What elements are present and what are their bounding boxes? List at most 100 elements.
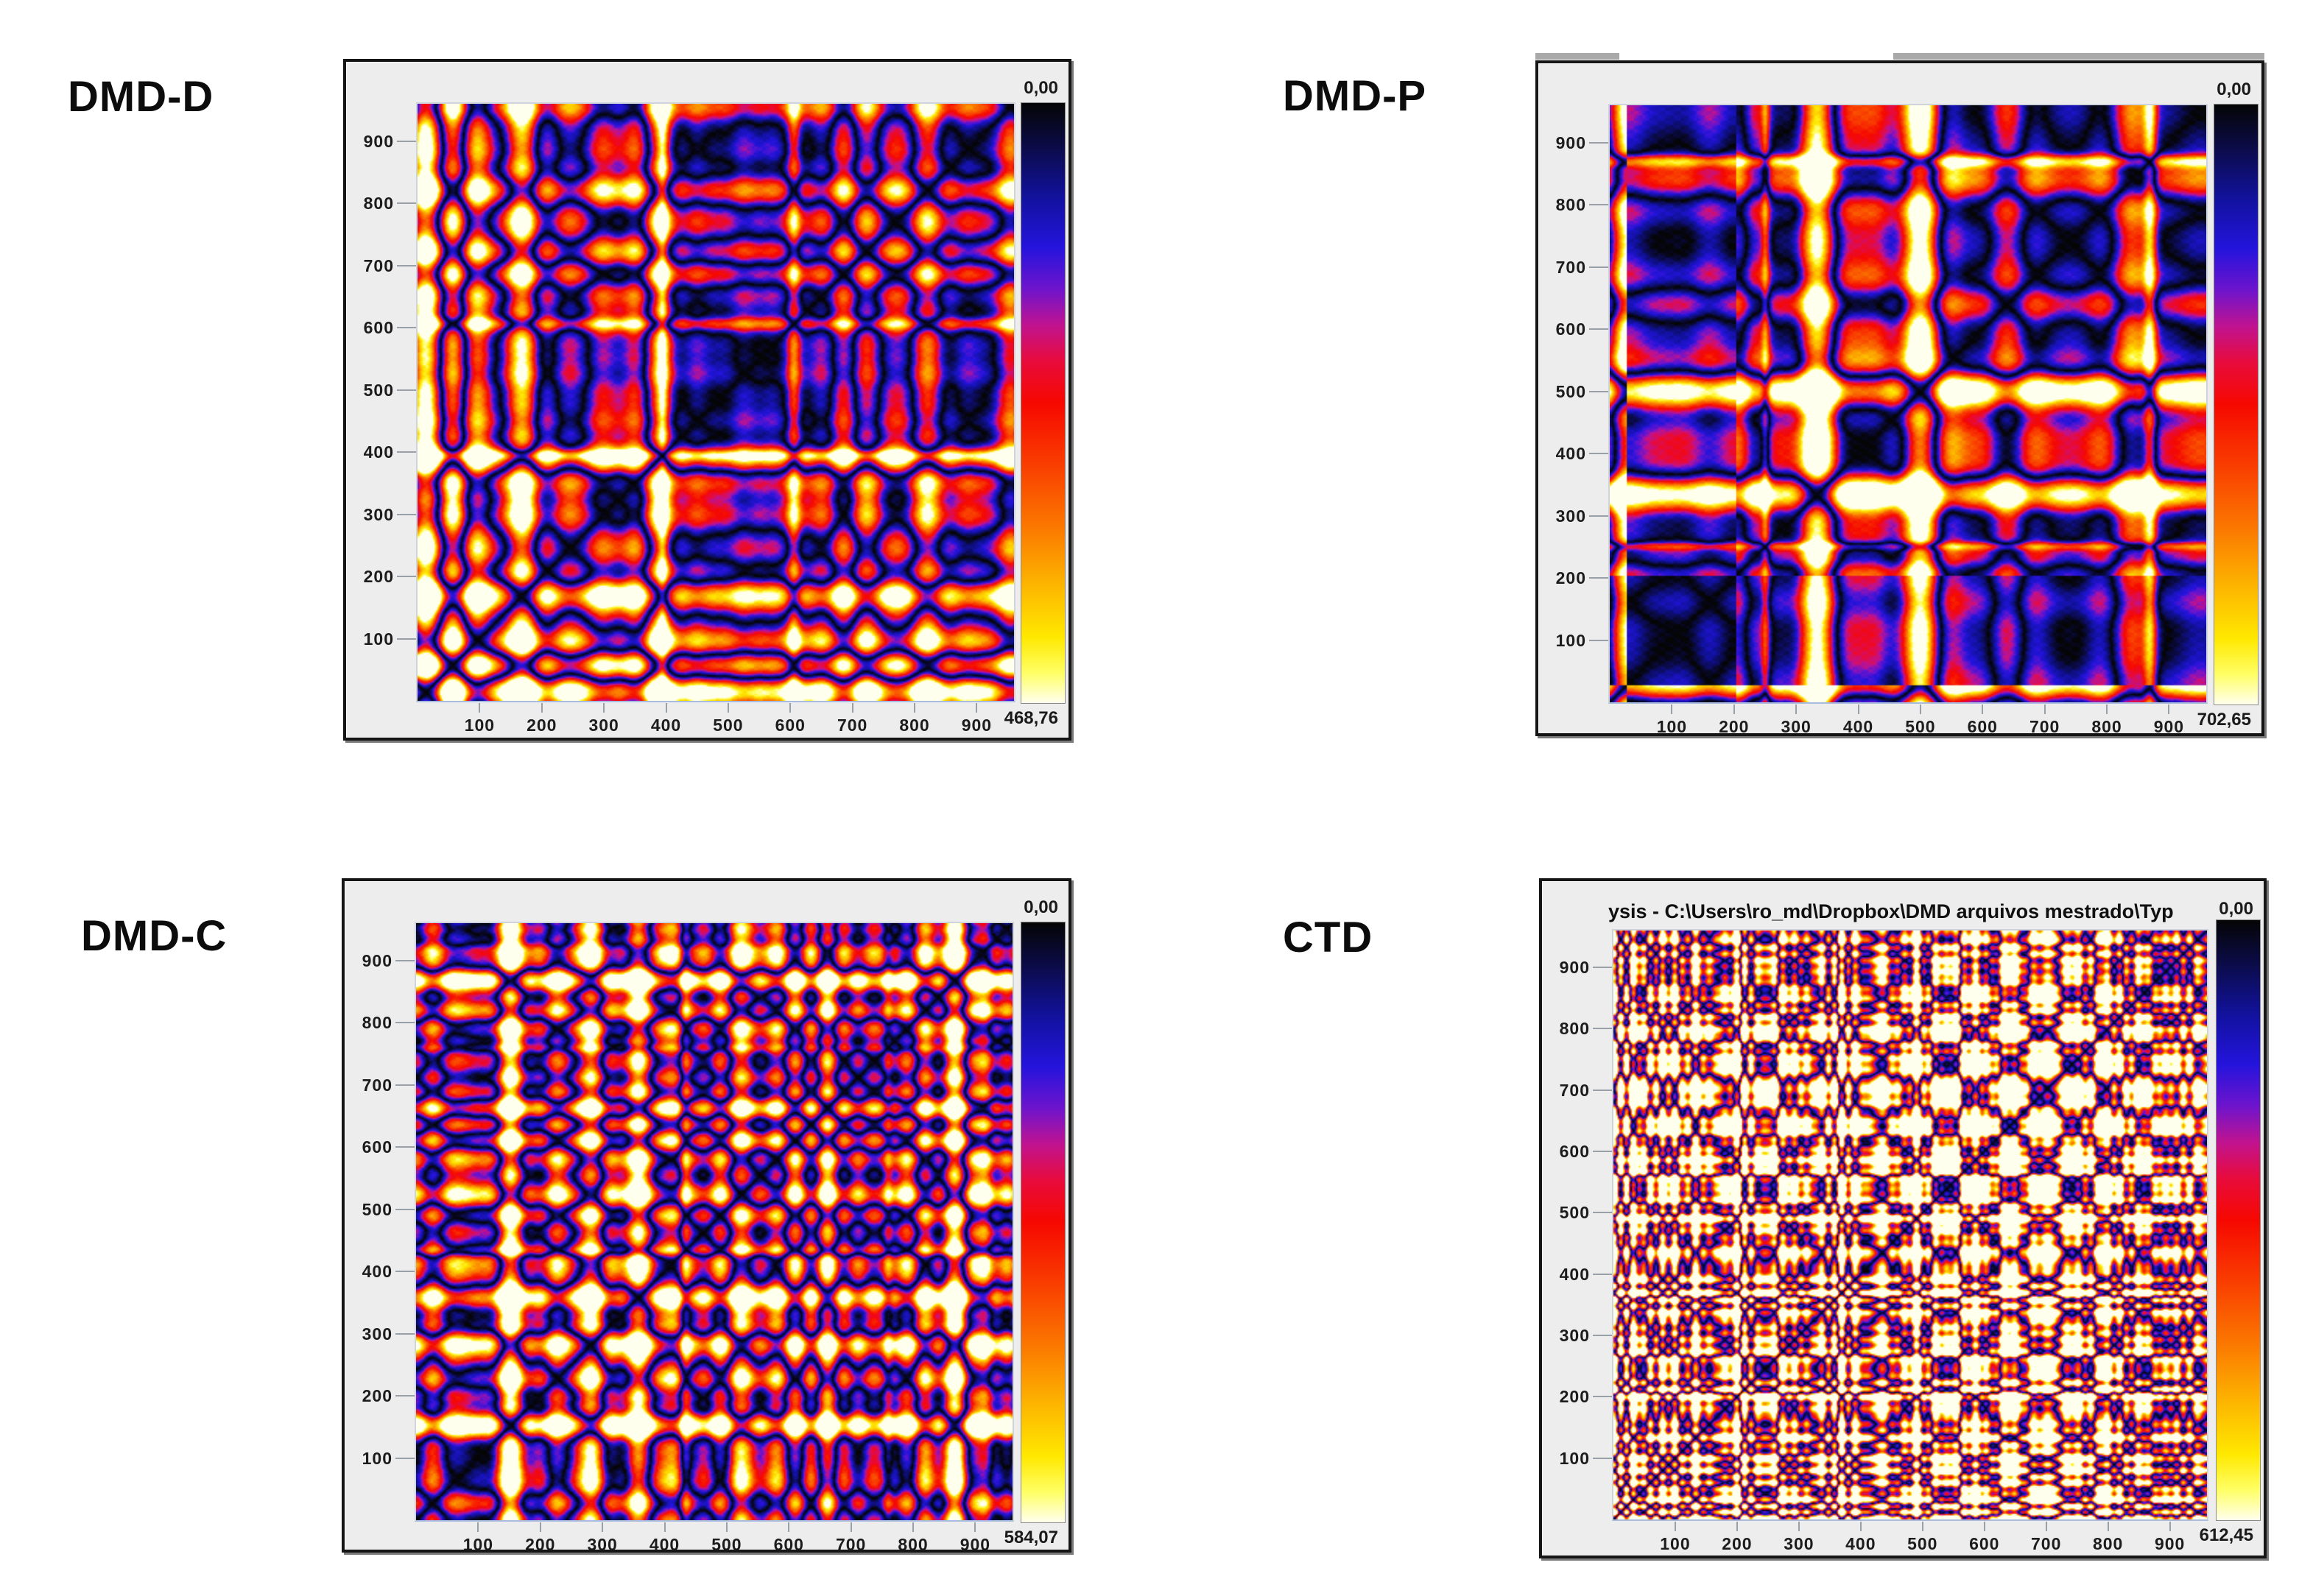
y-axis-tick-label: 100 (363, 629, 394, 649)
x-axis-tick-mark (665, 703, 667, 713)
y-axis-tick-mark (1593, 1396, 1612, 1398)
y-axis-tick-label: 400 (363, 442, 394, 462)
x-axis-tick-label: 300 (587, 1535, 618, 1554)
x-axis-tick-label: 500 (711, 1535, 742, 1554)
x-axis-tick-mark (727, 703, 729, 713)
y-axis-tick-mark (397, 264, 416, 266)
y-axis-tick-mark (395, 1084, 415, 1086)
x-axis-tick-mark (1795, 705, 1798, 714)
x-axis-tick-mark (2045, 1522, 2047, 1531)
y-axis-tick-mark (397, 202, 416, 205)
x-axis-tick-mark (1859, 1522, 1862, 1531)
x-axis-tick-label: 100 (464, 716, 496, 735)
colorbar-max-label: 702,65 (2197, 710, 2251, 730)
y-axis-tick-label: 700 (1555, 257, 1586, 277)
x-axis-tick-mark (2043, 705, 2046, 714)
x-axis-tick-label: 900 (2153, 717, 2185, 736)
x-axis-tick-label: 400 (1845, 1534, 1876, 1553)
y-axis-tick-label: 200 (363, 567, 394, 587)
x-axis-tick-label: 900 (2154, 1534, 2186, 1553)
y-axis-tick-mark (1593, 1151, 1612, 1152)
y-axis-tick-mark (1593, 1212, 1612, 1214)
y-axis-tick-mark (1589, 141, 1608, 144)
panel-title-dmd-p: DMD-P (1283, 72, 1427, 120)
x-axis-tick-mark (850, 1522, 852, 1532)
window-edge-strip (1893, 53, 2264, 60)
y-axis-tick-mark (1589, 577, 1608, 579)
y-axis-tick-label: 300 (1555, 506, 1586, 526)
y-axis-tick-mark (397, 389, 416, 391)
x-axis-tick-mark (976, 703, 978, 713)
x-axis-tick-mark (1921, 1522, 1923, 1531)
x-axis-tick-label: 900 (961, 716, 993, 735)
y-axis-tick-label: 700 (363, 255, 394, 275)
colorbar (2216, 919, 2261, 1521)
y-axis-tick-label: 900 (362, 950, 392, 970)
colorbar-min-label: 0,00 (1024, 897, 1058, 917)
y-axis-tick-mark (1593, 1335, 1612, 1336)
heatmap-canvas (1610, 105, 2206, 702)
x-axis-tick-label: 600 (1967, 717, 1998, 736)
colorbar-min-label: 0,00 (1024, 78, 1058, 98)
x-axis-tick-label: 900 (960, 1535, 991, 1554)
y-axis-tick-label: 800 (363, 194, 394, 213)
heatmap-canvas (1613, 931, 2207, 1519)
y-axis-tick-label: 200 (1559, 1387, 1590, 1407)
x-axis-tick-label: 400 (650, 716, 682, 735)
x-axis-tick-label: 700 (837, 716, 868, 735)
y-axis-tick-label: 500 (362, 1199, 392, 1219)
heatmap-plot-area (415, 922, 1014, 1522)
x-axis-tick-label: 700 (2031, 1534, 2062, 1553)
y-axis-tick-mark (1589, 453, 1608, 455)
x-axis-tick-label: 600 (773, 1535, 804, 1554)
panel-title-ctd: CTD (1283, 914, 1373, 961)
y-axis-tick-label: 600 (362, 1137, 392, 1157)
y-axis-tick-mark (1593, 1089, 1612, 1091)
y-axis-tick-label: 100 (362, 1448, 392, 1468)
colorbar (1021, 922, 1066, 1523)
y-axis-tick-mark (397, 327, 416, 329)
x-axis-tick-label: 100 (1660, 1534, 1691, 1553)
y-axis-tick-label: 400 (362, 1262, 392, 1282)
y-axis-tick-label: 900 (1555, 133, 1586, 152)
x-axis-tick-mark (1919, 705, 1921, 714)
x-axis-tick-label: 600 (775, 716, 806, 735)
x-axis-tick-mark (2106, 705, 2108, 714)
x-axis-tick-label: 300 (588, 716, 619, 735)
y-axis-tick-mark (397, 576, 416, 578)
x-axis-tick-mark (2169, 1522, 2171, 1531)
y-axis-tick-mark (1589, 266, 1608, 268)
y-axis-tick-mark (395, 959, 415, 961)
x-axis-tick-label: 200 (1719, 717, 1750, 736)
x-axis-tick-mark (851, 703, 853, 713)
window-title-text: ysis - C:\Users\ro_md\Dropbox\DMD arquiv… (1608, 900, 2174, 922)
heatmap-plot-area (1612, 929, 2208, 1521)
y-axis-tick-mark (1589, 328, 1608, 331)
x-axis-tick-label: 200 (527, 716, 557, 735)
y-axis-tick-mark (1593, 1457, 1612, 1459)
x-axis-tick-label: 800 (898, 1535, 929, 1554)
y-axis-tick-label: 400 (1555, 444, 1586, 464)
y-axis-tick-label: 300 (1559, 1326, 1590, 1345)
x-axis-tick-mark (912, 1522, 914, 1532)
x-axis-tick-label: 800 (899, 716, 930, 735)
panel-title-dmd-d: DMD-D (68, 73, 214, 121)
panel-ctd: ysis - C:\Users\ro_md\Dropbox\DMD arquiv… (1539, 878, 2267, 1558)
y-axis-tick-label: 100 (1559, 1448, 1590, 1468)
x-axis-tick-label: 800 (2091, 717, 2122, 736)
y-axis-tick-label: 500 (1559, 1203, 1590, 1223)
x-axis-tick-mark (602, 1522, 604, 1532)
x-axis-tick-mark (974, 1522, 976, 1532)
y-axis-tick-mark (397, 451, 416, 453)
y-axis-tick-label: 200 (362, 1386, 392, 1406)
y-axis-tick-mark (1589, 639, 1608, 641)
y-axis-tick-label: 800 (1559, 1019, 1590, 1039)
y-axis-tick-mark (1589, 390, 1608, 392)
x-axis-tick-mark (1736, 1522, 1738, 1531)
x-axis-tick-mark (541, 703, 543, 713)
x-axis-tick-label: 300 (1781, 717, 1812, 736)
y-axis-tick-label: 700 (1559, 1080, 1590, 1100)
x-axis-tick-mark (2107, 1522, 2109, 1531)
x-axis-tick-label: 700 (835, 1535, 867, 1554)
y-axis-tick-mark (395, 1395, 415, 1397)
